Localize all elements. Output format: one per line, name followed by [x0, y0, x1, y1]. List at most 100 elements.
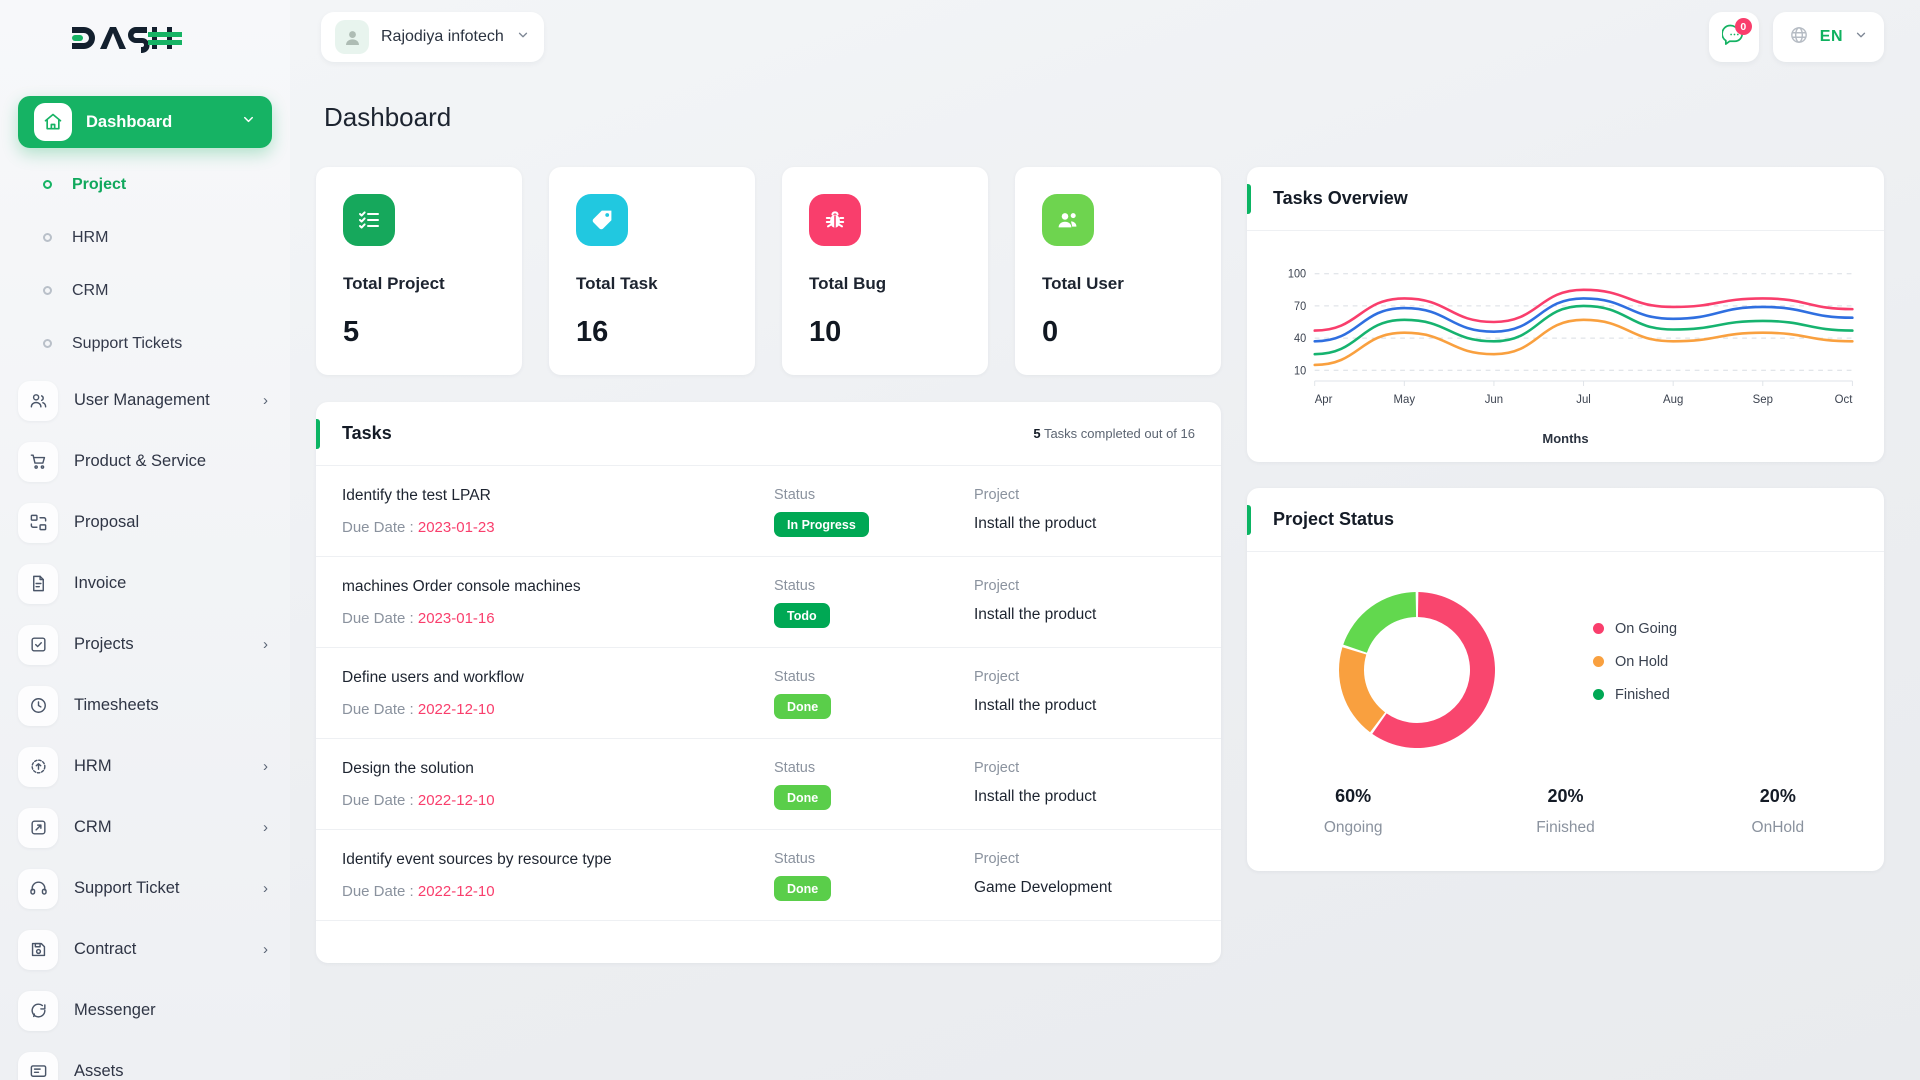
sidebar-item-contract[interactable]: Contract ›: [0, 919, 290, 980]
status-percent: 20%: [1547, 786, 1584, 806]
chevron-down-icon[interactable]: [516, 28, 530, 47]
task-project-cell: Project Install the product: [974, 578, 1174, 624]
task-due: Due Date : 2023-01-23: [342, 519, 774, 536]
language-selector[interactable]: EN: [1772, 12, 1884, 62]
cart-icon: [18, 441, 58, 482]
sidebar-subitem-project[interactable]: Project: [0, 158, 290, 211]
due-prefix: Due Date :: [342, 519, 418, 536]
legend-label: Finished: [1615, 686, 1670, 703]
stat-title: Total Task: [576, 274, 658, 293]
topbar: Rajodiya infotech 0 EN: [290, 0, 1920, 76]
task-due: Due Date : 2022-12-10: [342, 701, 774, 718]
project-label: Project: [974, 760, 1020, 776]
tasks-panel-header: Tasks 5 Tasks completed out of 16: [316, 402, 1221, 466]
stat-card-total-bug[interactable]: Total Bug 10: [782, 167, 988, 375]
tasks-overview-header: Tasks Overview: [1247, 167, 1884, 231]
left-column: Total Project 5 Total Task 16 Total Bug …: [316, 167, 1221, 963]
chart-xlabel: Months: [1542, 431, 1589, 446]
messages-button[interactable]: 0: [1708, 12, 1759, 62]
legend-label: On Going: [1615, 620, 1678, 637]
svg-text:May: May: [1394, 393, 1416, 406]
sidebar-subitem-crm[interactable]: CRM: [0, 264, 290, 317]
chevron-right-icon[interactable]: ›: [263, 941, 268, 958]
task-row[interactable]: machines Order console machines Due Date…: [316, 557, 1221, 648]
stat-value: 5: [343, 316, 360, 348]
task-row[interactable]: Identify the test LPAR Due Date : 2023-0…: [316, 466, 1221, 557]
task-project-cell: Project Game Development: [974, 851, 1174, 897]
message-circle-icon: [18, 990, 58, 1031]
sidebar-item-support-ticket[interactable]: Support Ticket ›: [0, 858, 290, 919]
sidebar-subitem-label: HRM: [72, 228, 109, 246]
sidebar-subitem-label: Project: [72, 175, 127, 193]
stat-title: Total User: [1042, 274, 1124, 293]
sidebar-item-projects[interactable]: Projects ›: [0, 614, 290, 675]
legend-item: Finished: [1593, 687, 1677, 703]
chevron-down-icon[interactable]: [1854, 28, 1868, 47]
brand-logo[interactable]: [0, 0, 290, 76]
chevron-right-icon[interactable]: ›: [263, 819, 268, 836]
tasks-panel: Tasks 5 Tasks completed out of 16 Identi…: [316, 402, 1221, 963]
stat-card-total-task[interactable]: Total Task 16: [549, 167, 755, 375]
sidebar-item-assets[interactable]: Assets: [0, 1041, 290, 1080]
chevron-right-icon[interactable]: ›: [263, 392, 268, 409]
sidebar-item-user-management[interactable]: User Management ›: [0, 370, 290, 431]
chevron-right-icon[interactable]: ›: [263, 758, 268, 775]
task-name-cell: Design the solution Due Date : 2022-12-1…: [342, 760, 774, 809]
checklist-icon: [343, 194, 395, 246]
task-title: machines Order console machines: [342, 578, 581, 595]
task-row[interactable]: Design the solution Due Date : 2022-12-1…: [316, 739, 1221, 830]
status-summary-finished: 20% Finished: [1459, 786, 1671, 837]
sidebar-item-product-service[interactable]: Product & Service: [0, 431, 290, 492]
sidebar-subitem-label: CRM: [72, 281, 109, 299]
svg-text:10: 10: [1294, 365, 1306, 377]
save-disk-icon: [18, 929, 58, 970]
sidebar-item-invoice[interactable]: Invoice: [0, 553, 290, 614]
sidebar-item-dashboard[interactable]: Dashboard: [18, 96, 272, 148]
tag-icon: [576, 194, 628, 246]
svg-text:70: 70: [1294, 301, 1306, 313]
svg-text:Oct: Oct: [1835, 393, 1853, 406]
svg-text:100: 100: [1288, 268, 1306, 280]
sidebar-item-timesheets[interactable]: Timesheets: [0, 675, 290, 736]
donut-chart-svg: [1339, 592, 1495, 748]
org-switcher[interactable]: Rajodiya infotech: [321, 12, 544, 62]
status-badge: Done: [774, 694, 832, 719]
sidebar-item-proposal[interactable]: Proposal: [0, 492, 290, 553]
sidebar-subitem-support-tickets[interactable]: Support Tickets: [0, 317, 290, 370]
task-title: Define users and workflow: [342, 669, 524, 686]
svg-text:Aug: Aug: [1663, 393, 1683, 406]
due-date: 2023-01-16: [417, 610, 495, 627]
task-row[interactable]: Identify event sources by resource type …: [316, 830, 1221, 921]
task-due: Due Date : 2023-01-16: [342, 610, 774, 627]
sidebar: Dashboard Project HRM CRM Support Ticket…: [0, 0, 290, 1080]
stat-title: Total Bug: [809, 274, 887, 293]
right-column: Tasks Overview 10 40 70 100 Apr May Jun Jul Aug S…: [1247, 167, 1884, 871]
sidebar-item-label: HRM: [74, 757, 112, 775]
sidebar-item-messenger[interactable]: Messenger: [0, 980, 290, 1041]
stat-card-total-project[interactable]: Total Project 5: [316, 167, 522, 375]
stat-card-total-user[interactable]: Total User 0: [1015, 167, 1221, 375]
svg-text:Jul: Jul: [1576, 393, 1591, 406]
page-title: Dashboard: [324, 102, 452, 132]
due-date: 2023-01-23: [417, 519, 495, 536]
chevron-down-icon[interactable]: [241, 112, 256, 132]
globe-icon: [1789, 25, 1809, 50]
task-project-cell: Project Install the product: [974, 669, 1174, 715]
chevron-right-icon[interactable]: ›: [263, 880, 268, 897]
status-caption: Ongoing: [1323, 819, 1383, 836]
dash-logo-icon: [72, 27, 182, 53]
chevron-right-icon[interactable]: ›: [263, 636, 268, 653]
project-name: Game Development: [974, 879, 1112, 896]
sidebar-item-hrm[interactable]: HRM ›: [0, 736, 290, 797]
donut-slice-finished: [1343, 592, 1417, 653]
stat-value: 10: [809, 316, 842, 348]
stat-title: Total Project: [343, 274, 445, 293]
topbar-actions: 0 EN: [1708, 12, 1884, 62]
task-row[interactable]: Define users and workflow Due Date : 202…: [316, 648, 1221, 739]
clock-icon: [18, 685, 58, 726]
sidebar-item-crm[interactable]: CRM ›: [0, 797, 290, 858]
panel-title: Project Status: [1273, 509, 1395, 529]
project-name: Install the product: [974, 606, 1097, 623]
svg-text:40: 40: [1294, 333, 1306, 345]
sidebar-subitem-hrm[interactable]: HRM: [0, 211, 290, 264]
